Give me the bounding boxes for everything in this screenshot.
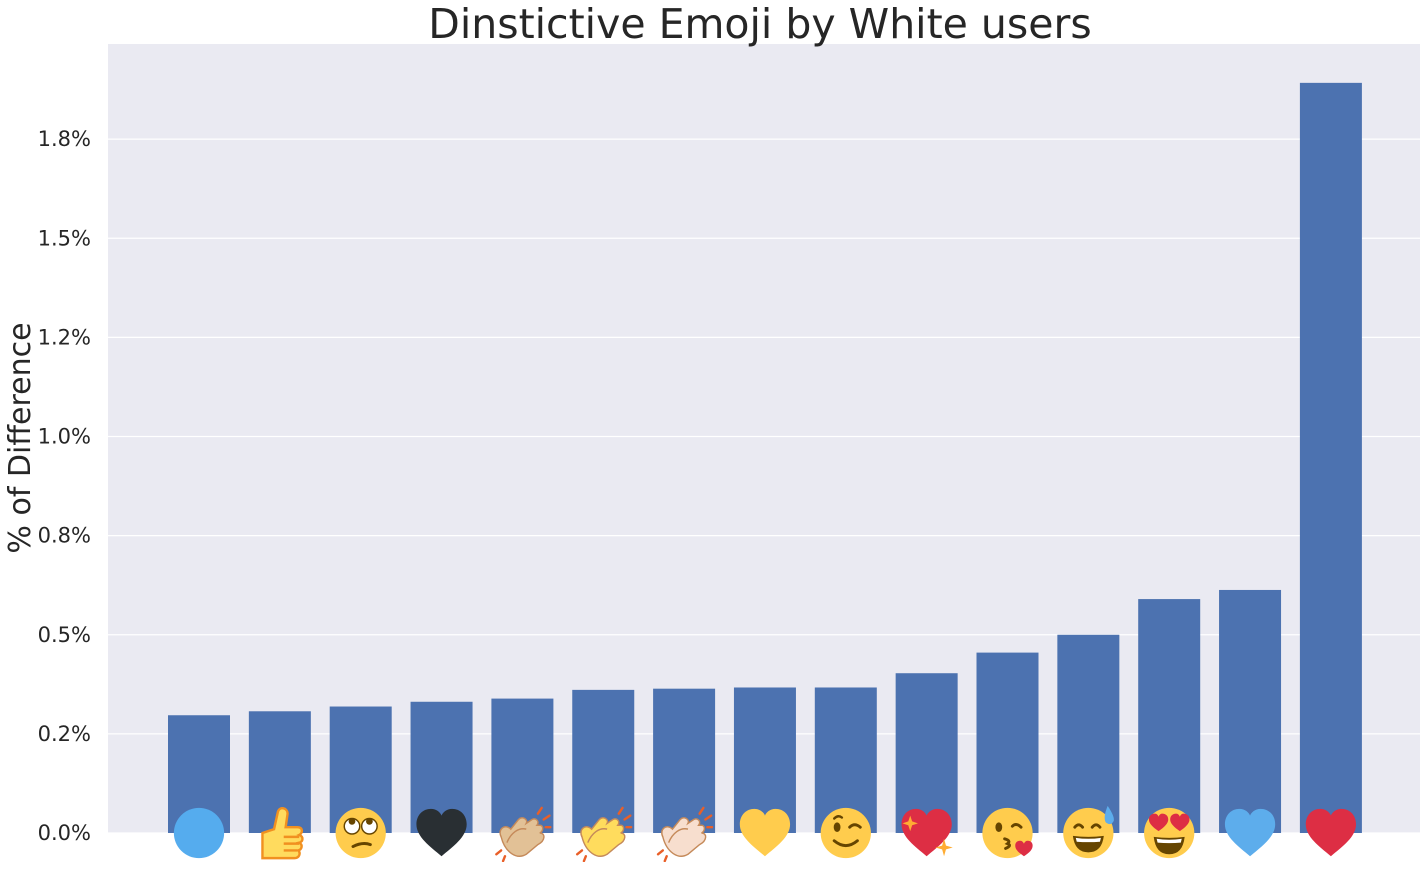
blue-heart-icon [1224, 808, 1276, 857]
bar-blue-heart [1219, 589, 1282, 833]
bar-face-blowing-a-kiss [976, 652, 1039, 833]
blue-circle-icon [173, 807, 225, 859]
red-heart-icon [1305, 808, 1357, 857]
y-tick-label: 1.0% [38, 425, 91, 449]
chart-title: Dinstictive Emoji by White users [428, 0, 1091, 48]
bars [168, 82, 1362, 833]
bar-smiling-face-with-heart-eyes [1138, 599, 1201, 833]
face-blowing-a-kiss-icon [980, 806, 1035, 860]
bar-grinning-face-with-sweat [1057, 634, 1120, 833]
smiling-face-with-heart-eyes-icon [1144, 807, 1195, 859]
y-tick-label: 1.2% [38, 325, 91, 349]
bar-yellow-heart [733, 687, 796, 833]
winking-face-icon [819, 806, 873, 860]
y-tick-label: 0.0% [38, 821, 91, 845]
yellow-heart-icon [739, 808, 791, 857]
y-tick-label: 1.5% [38, 226, 91, 250]
face-with-rolling-eyes-icon [334, 806, 388, 860]
bar-clapping-hands-medium-light-skin [491, 698, 554, 833]
y-tick-label: 0.5% [38, 623, 91, 647]
y-axis-label: % of Difference [3, 322, 38, 553]
bar-clapping-hands [572, 689, 635, 833]
y-tick-label: 1.8% [38, 127, 91, 151]
bar-red-heart [1299, 82, 1362, 833]
y-tick-label: 0.2% [38, 722, 91, 746]
y-tick-label: 0.8% [38, 524, 91, 548]
bar-clapping-hands-light-skin [653, 688, 716, 833]
sparkling-heart-icon [901, 808, 953, 857]
y-axis-ticks: 0.0% 0.2% 0.5% 0.8% 1.0% 1.2% 1.5% 1.8% [38, 127, 91, 845]
black-heart-icon [416, 808, 467, 857]
bar-black-heart [410, 701, 473, 833]
bar-sparkling-heart [895, 673, 958, 833]
